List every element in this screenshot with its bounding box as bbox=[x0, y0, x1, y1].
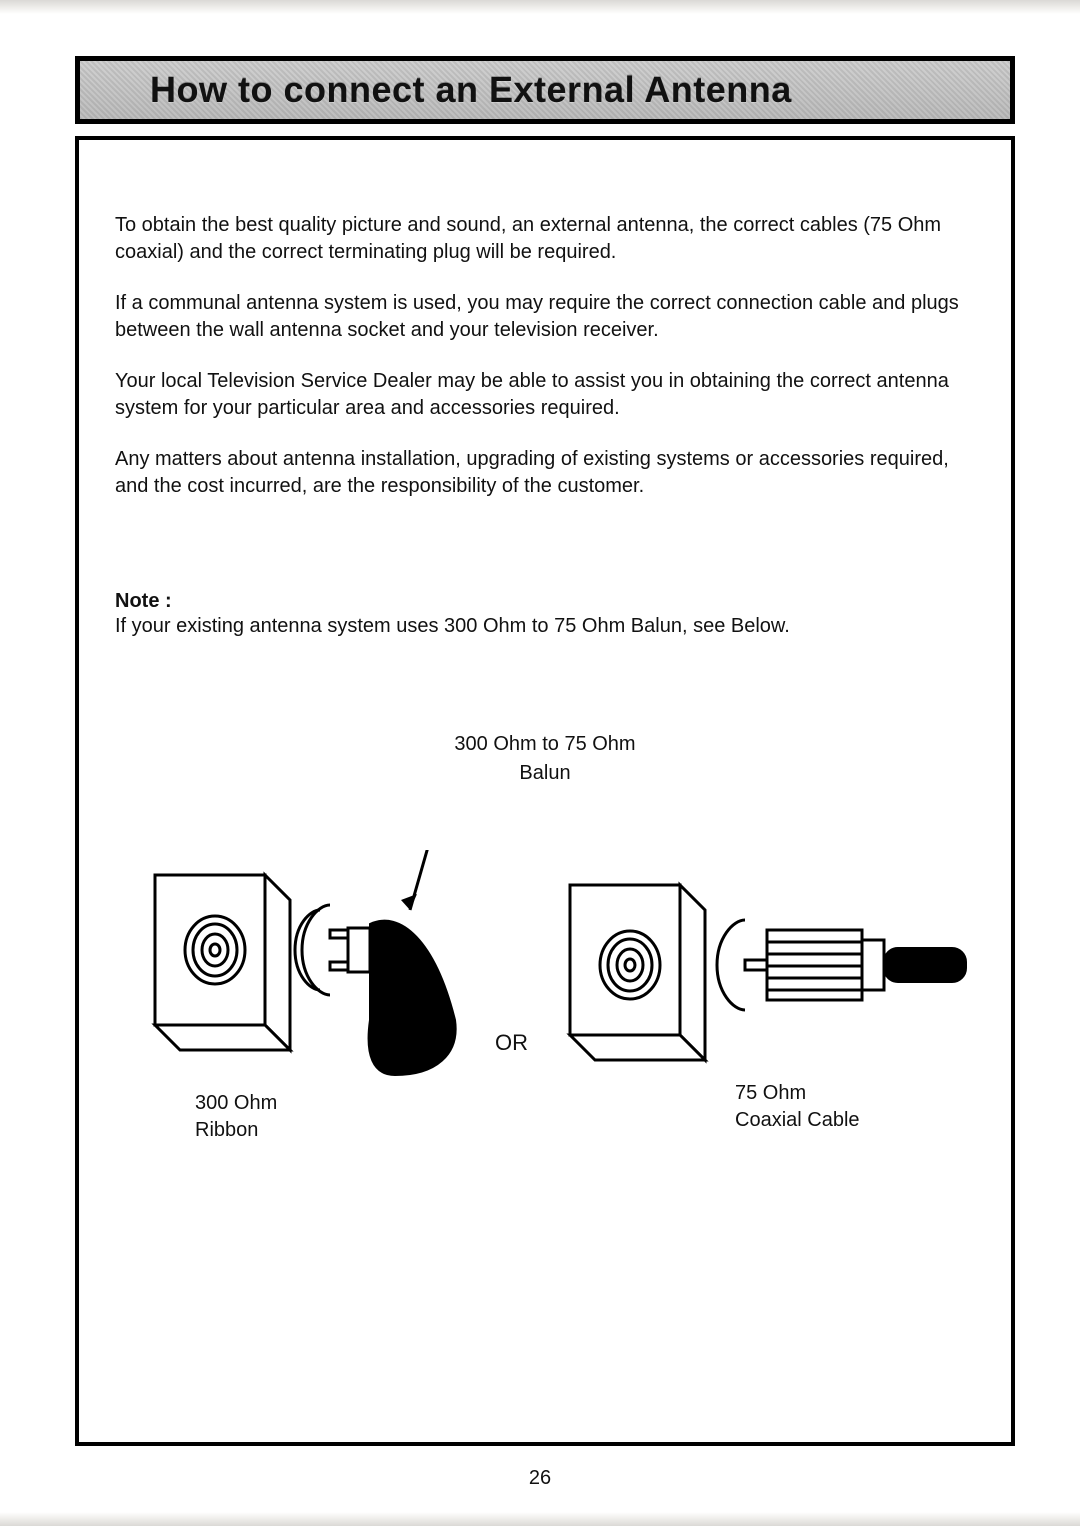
left-figure-svg bbox=[115, 850, 515, 1120]
balun-arrow-icon bbox=[401, 850, 440, 910]
ribbon-label-line1: 300 Ohm bbox=[195, 1092, 277, 1114]
paragraph-4: Any matters about antenna installation, … bbox=[115, 446, 975, 500]
balun-figures: OR bbox=[115, 850, 975, 1110]
balun-label-line2: Balun bbox=[519, 762, 570, 784]
ribbon-label-line2: Ribbon bbox=[195, 1119, 258, 1141]
balun-label-line1: 300 Ohm to 75 Ohm bbox=[454, 733, 635, 755]
page-number: 26 bbox=[0, 1467, 1080, 1490]
paragraph-2: If a communal antenna system is used, yo… bbox=[115, 290, 975, 344]
coax-label-line2: Coaxial Cable bbox=[735, 1109, 860, 1131]
balun-diagram: 300 Ohm to 75 Ohm Balun bbox=[115, 700, 975, 1260]
wall-socket-icon bbox=[185, 916, 245, 984]
wall-plate-bottom bbox=[155, 1025, 290, 1050]
section-title: How to connect an External Antenna bbox=[150, 69, 792, 111]
balun-300ohm-icon bbox=[295, 905, 456, 1075]
wall-plate-bottom-r bbox=[570, 1035, 705, 1060]
note-text: If your existing antenna system uses 300… bbox=[115, 615, 975, 638]
paragraph-3: Your local Television Service Dealer may… bbox=[115, 368, 975, 422]
wall-plate-side-r bbox=[680, 885, 705, 1060]
ribbon-label: 300 Ohm Ribbon bbox=[195, 1090, 277, 1144]
scan-artifact-bottom bbox=[0, 1512, 1080, 1526]
wall-socket-icon-r bbox=[600, 931, 660, 999]
or-label: OR bbox=[495, 1030, 528, 1056]
right-figure-svg bbox=[545, 860, 985, 1110]
note-label: Note : bbox=[115, 590, 975, 613]
coax-label: 75 Ohm Coaxial Cable bbox=[735, 1080, 860, 1134]
section-header-bar: How to connect an External Antenna bbox=[75, 56, 1015, 124]
balun-top-label: 300 Ohm to 75 Ohm Balun bbox=[115, 730, 975, 788]
wall-plate-side bbox=[265, 875, 290, 1050]
coax-plug-icon bbox=[717, 920, 966, 1010]
scan-artifact-top bbox=[0, 0, 1080, 14]
paragraph-1: To obtain the best quality picture and s… bbox=[115, 212, 975, 266]
coax-label-line1: 75 Ohm bbox=[735, 1082, 806, 1104]
content-box: To obtain the best quality picture and s… bbox=[75, 136, 1015, 1446]
manual-page: How to connect an External Antenna To ob… bbox=[0, 0, 1080, 1526]
